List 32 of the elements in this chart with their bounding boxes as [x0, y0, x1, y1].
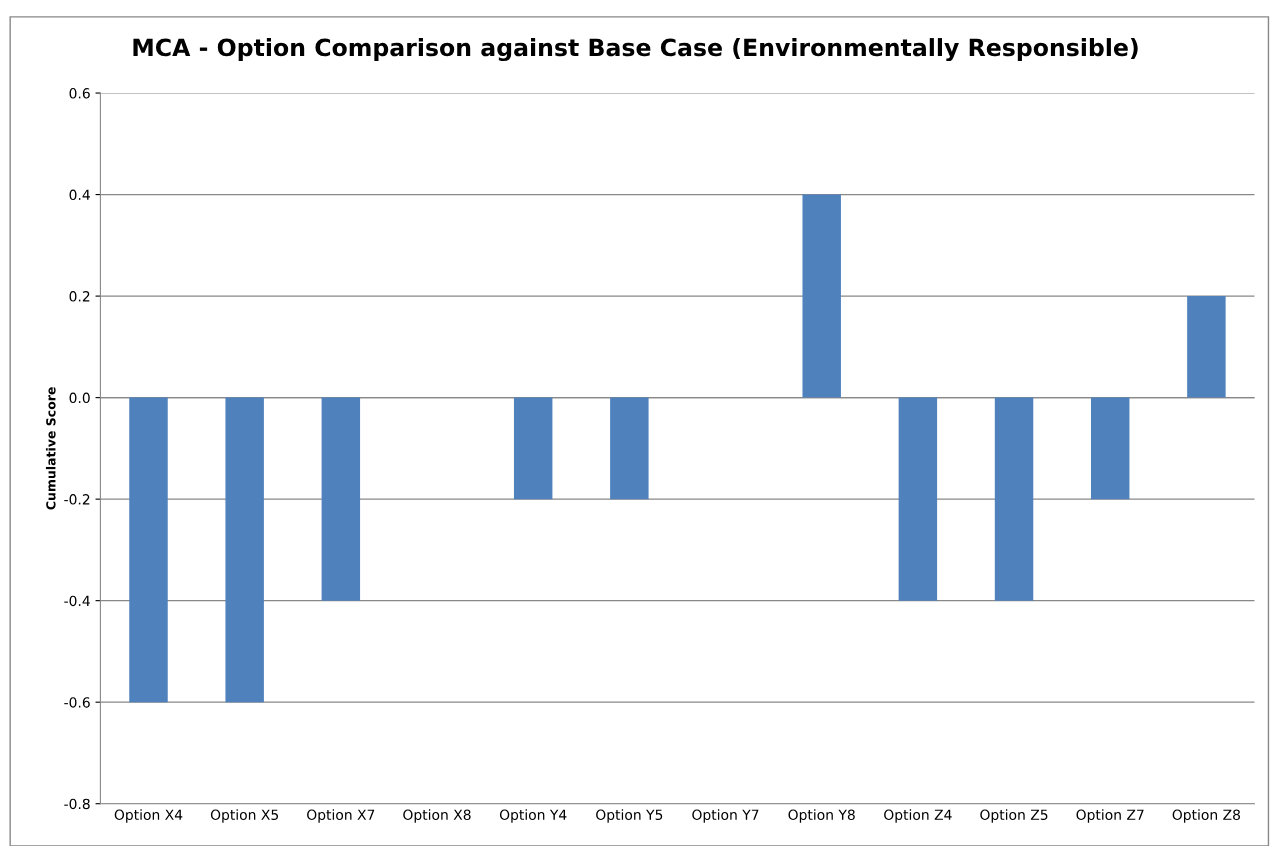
- x-tick-label: Option Y8: [788, 809, 855, 823]
- bar: [513, 397, 553, 500]
- chart-title: MCA - Option Comparison against Base Case (Environmentally Responsible): [133, 38, 1138, 62]
- bar: [898, 397, 938, 601]
- x-tick-label: Option X7: [307, 809, 375, 823]
- x-tick-label: Option X5: [210, 809, 279, 823]
- y-tick-label: 0.4: [69, 189, 90, 201]
- bar: [1187, 296, 1226, 398]
- y-tick-label: 0.2: [69, 291, 90, 302]
- y-tick-label: -0.2: [64, 494, 90, 505]
- x-tick-label: Option Z7: [1076, 809, 1144, 823]
- bar: [802, 194, 841, 398]
- x-tick-label: Option X8: [403, 809, 471, 823]
- x-tick-label: Option Y5: [596, 809, 663, 823]
- y-tick-label: -0.6: [64, 697, 90, 708]
- x-tick-label: Option Y4: [499, 809, 567, 823]
- y-tick-label: -0.4: [64, 595, 90, 607]
- x-tick-label: Option Z4: [884, 809, 952, 823]
- bar: [225, 397, 264, 703]
- y-axis-title: Cumulative Score: [45, 387, 56, 510]
- y-tick-label: 0.6: [69, 88, 90, 99]
- bar: [1090, 397, 1130, 500]
- bar: [321, 397, 361, 601]
- bar: [129, 397, 168, 703]
- y-tick-label: 0.0: [69, 392, 90, 404]
- bar: [994, 397, 1034, 601]
- x-tick-label: Option Z8: [1172, 809, 1240, 823]
- x-tick-label: Option Y7: [692, 809, 759, 823]
- x-tick-label: Option Z5: [980, 809, 1048, 823]
- y-tick-label: -0.8: [64, 798, 90, 810]
- bar: [610, 397, 649, 500]
- x-tick-label: Option X4: [114, 809, 183, 823]
